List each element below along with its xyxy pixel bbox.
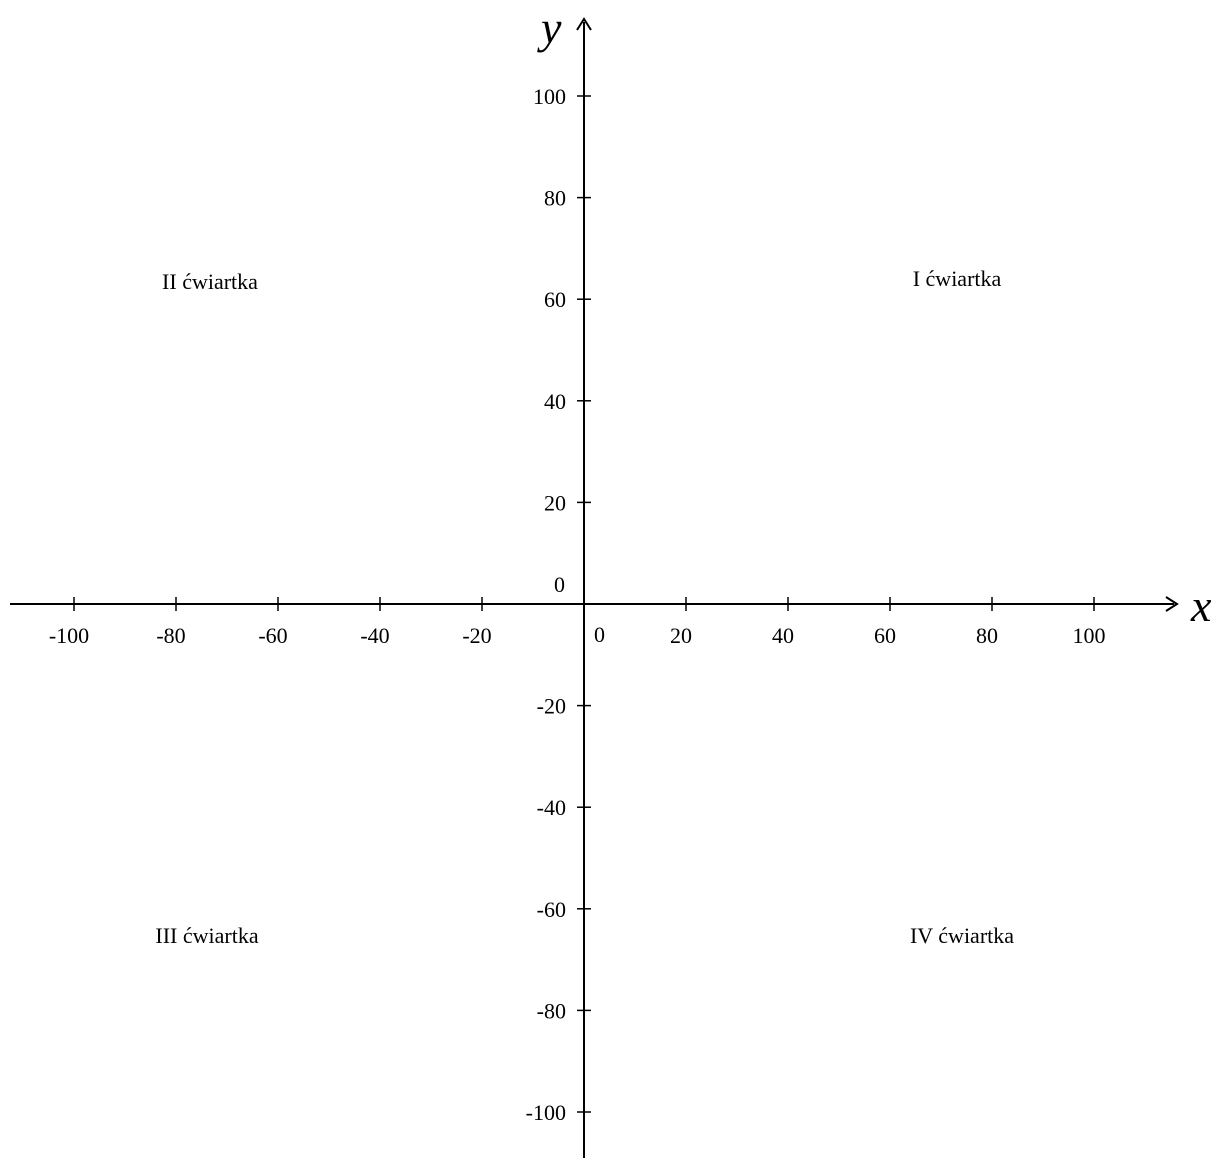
x-tick-label: -20 [462, 623, 491, 648]
y-tick-label: -20 [537, 694, 566, 719]
y-tick-label: -80 [537, 998, 566, 1023]
y-tick-label: 60 [544, 287, 566, 312]
y-axis-ticks: 100 80 60 40 20 -20 -40 -60 -80 -100 [526, 84, 591, 1125]
y-tick-label: 100 [533, 84, 566, 109]
x-axis-ticks: -100 -80 -60 -40 -20 20 40 60 80 100 [49, 597, 1106, 648]
x-tick-label: -100 [49, 623, 89, 648]
y-origin-label: 0 [554, 572, 565, 597]
x-tick-label: 40 [772, 623, 794, 648]
quadrant-3-label: III ćwiartka [155, 923, 258, 948]
y-tick-label: 40 [544, 389, 566, 414]
quadrant-4-label: IV ćwiartka [910, 923, 1014, 948]
quadrant-2-label: II ćwiartka [162, 269, 258, 294]
y-tick-label: 80 [544, 186, 566, 211]
x-origin-label: 0 [594, 622, 605, 647]
y-tick-label: -100 [526, 1100, 566, 1125]
x-tick-label: -80 [156, 623, 185, 648]
y-tick-label: -60 [537, 897, 566, 922]
y-axis-name: y [537, 2, 562, 53]
y-axis-arrowhead [576, 17, 592, 31]
x-tick-label: 60 [874, 623, 896, 648]
x-tick-label: 100 [1073, 623, 1106, 648]
x-axis-name: x [1190, 580, 1212, 631]
y-tick-label: 20 [544, 490, 566, 515]
x-axis-arrowhead [1165, 596, 1179, 612]
x-tick-label: 80 [976, 623, 998, 648]
quadrant-1-label: I ćwiartka [913, 266, 1002, 291]
y-tick-label: -40 [537, 795, 566, 820]
x-tick-label: -60 [258, 623, 287, 648]
x-tick-label: 20 [670, 623, 692, 648]
x-tick-label: -40 [360, 623, 389, 648]
